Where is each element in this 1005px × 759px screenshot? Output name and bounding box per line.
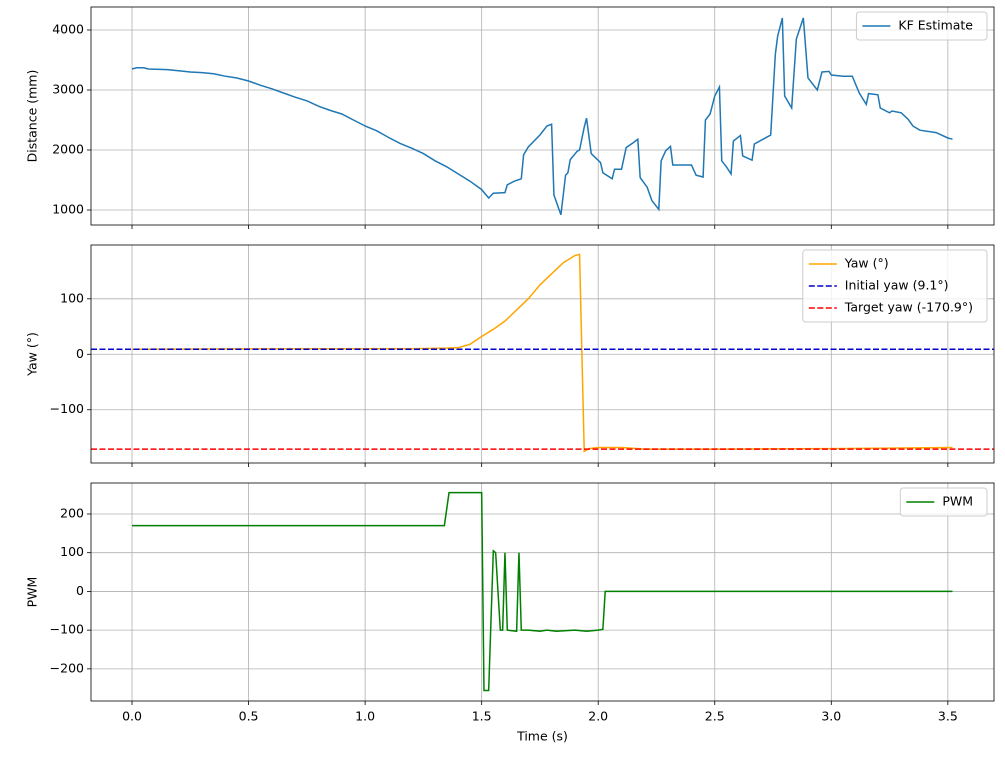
y-axis-label: Yaw (°) <box>25 332 40 377</box>
legend-label: Yaw (°) <box>844 256 889 271</box>
y-tick-label: −100 <box>50 401 84 416</box>
x-tick-label: 1.5 <box>472 709 492 724</box>
legend-label: Target yaw (-170.9°) <box>844 300 973 315</box>
frame <box>90 6 995 226</box>
legend: KF Estimate <box>855 11 988 41</box>
y-axis-label: Distance (mm) <box>25 70 40 163</box>
x-axis-label: Time (s) <box>516 729 568 744</box>
y-tick-label: −100 <box>50 622 84 637</box>
legend-box <box>855 11 988 41</box>
panel: −100 0 100 Yaw (°) <box>25 244 995 467</box>
y-axis-label: PWM <box>25 577 40 608</box>
y-tick-label: 0 <box>76 583 84 598</box>
y-tick-label: 0 <box>76 346 84 361</box>
y-tick-label: 4000 <box>52 21 84 36</box>
panel: 1000 2000 3000 4000 Distance (mm) <box>25 6 995 229</box>
x-tick-label: 0.0 <box>122 709 142 724</box>
x-tick-label: 0.5 <box>239 709 259 724</box>
frame <box>90 244 995 464</box>
x-tick-label: 2.0 <box>588 709 608 724</box>
frame <box>90 482 995 702</box>
data-line <box>132 491 953 692</box>
x-tick-label: 1.0 <box>355 709 375 724</box>
x-tick-label: 2.5 <box>705 709 725 724</box>
panel: 0.0 0.5 1.0 1.5 2.0 2.5 3.0 3.5 −200 −100 0 100 200 P… <box>25 482 995 744</box>
legend-label: PWM <box>942 494 973 509</box>
y-tick-label: 2000 <box>52 141 84 156</box>
y-tick-label: −200 <box>50 660 84 675</box>
legend-label: KF Estimate <box>898 18 973 33</box>
data-line <box>131 17 953 216</box>
legend-box <box>899 487 988 517</box>
y-tick-label: 1000 <box>52 201 84 216</box>
y-tick-label: 200 <box>60 505 84 520</box>
x-tick-label: 3.0 <box>821 709 841 724</box>
legend: PWM <box>899 487 988 517</box>
x-tick-label: 3.5 <box>938 709 958 724</box>
y-tick-label: 3000 <box>52 81 84 96</box>
legend-label: Initial yaw (9.1°) <box>845 278 949 293</box>
y-tick-label: 100 <box>60 290 84 305</box>
legend-box <box>802 249 988 323</box>
legend: Yaw (°) Initial yaw (9.1°) Target yaw (-17… <box>802 249 988 323</box>
y-tick-label: 100 <box>60 544 84 559</box>
